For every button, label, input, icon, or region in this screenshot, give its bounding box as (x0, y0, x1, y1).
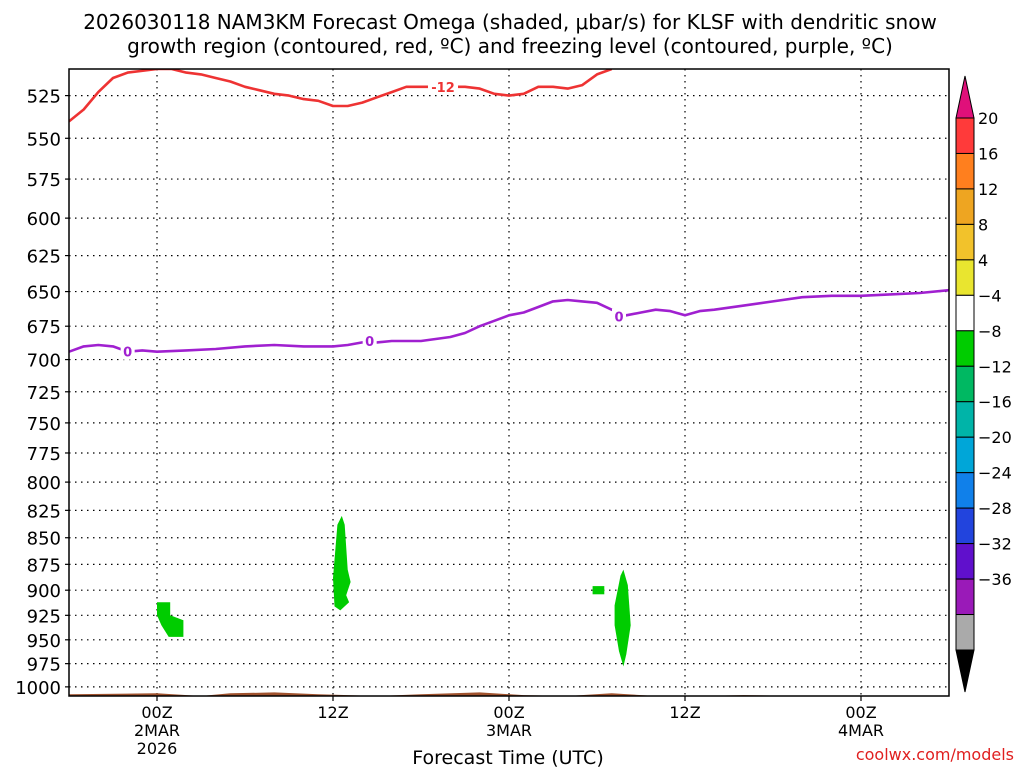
colorbar-bin-7 (955, 330, 975, 367)
y-tick-label-650: 650 (27, 283, 61, 304)
colorbar-bin-2 (955, 152, 975, 190)
colorbar-label: −28 (978, 499, 1012, 518)
colorbar-label: 4 (978, 251, 988, 270)
x-tick-label: 12Z (669, 703, 700, 722)
y-tick-label-850: 850 (27, 529, 61, 550)
colorbar-label: 8 (978, 215, 988, 234)
colorbar-label: −12 (978, 357, 1012, 376)
contour-label: -12 (431, 81, 455, 96)
dgz-contour-minus12 (69, 69, 613, 123)
y-axis: 525 550 575 600 625 650 675 700 725 750 775 800 825 8… (15, 87, 69, 699)
colorbar-bottom-arrow (955, 649, 975, 693)
colorbar-bin-13 (955, 543, 975, 580)
omega-layer (157, 515, 631, 667)
omega-region-4 (614, 569, 631, 667)
colorbar-label: −20 (978, 428, 1012, 447)
x-tick-label: 2026 (137, 739, 178, 758)
y-tick-label-575: 575 (27, 170, 61, 191)
y-tick-label-975: 975 (27, 655, 61, 676)
y-tick-label-550: 550 (27, 129, 61, 150)
y-tick-label-775: 775 (27, 444, 61, 465)
y-tick-label-750: 750 (27, 414, 61, 435)
terrain-surface (69, 692, 949, 696)
colorbar-bin-8 (955, 365, 975, 403)
colorbar-bin-11 (955, 472, 975, 509)
x-tick-label: 3MAR (486, 721, 532, 740)
omega-region-3 (592, 586, 605, 595)
colorbar-label: 12 (978, 180, 998, 199)
colorbar-bin-6 (955, 294, 975, 332)
y-tick-label-925: 925 (27, 606, 61, 627)
colorbar-bin-12 (955, 507, 975, 545)
y-tick-label-675: 675 (27, 317, 61, 338)
contour-label: 0 (365, 335, 374, 350)
contour-layer: -12 0 0 0 (69, 69, 949, 361)
contour-label: 0 (123, 346, 132, 361)
colorbar-label: −4 (978, 286, 1002, 305)
colorbar-bin-10 (955, 436, 975, 474)
x-tick-label: 4MAR (838, 721, 884, 740)
chart-title-line2: growth region (contoured, red, ºC) and f… (127, 34, 893, 58)
colorbar-label: −32 (978, 535, 1012, 554)
y-tick-label-700: 700 (27, 351, 61, 372)
x-tick-label: 00Z (141, 703, 172, 722)
x-tick-label: 00Z (845, 703, 876, 722)
y-tick-label-800: 800 (27, 473, 61, 494)
terrain-layer (69, 692, 949, 696)
chart-title-line1: 2026030118 NAM3KM Forecast Omega (shaded… (83, 10, 937, 34)
freezing-level-contour (69, 288, 949, 354)
colorbar-bin-3 (955, 188, 975, 225)
grid-lines (69, 69, 949, 696)
y-tick-label-600: 600 (27, 209, 61, 230)
colorbar-bin-15 (955, 614, 975, 651)
x-tick-label: 12Z (317, 703, 348, 722)
x-tick-label: 00Z (493, 703, 524, 722)
y-tick-label-625: 625 (27, 247, 61, 268)
colorbar-bin-9 (955, 401, 975, 438)
colorbar-bin-4 (955, 223, 975, 261)
colorbar-bin-5 (955, 259, 975, 296)
colorbar-label: −8 (978, 322, 1002, 341)
x-axis-label: Forecast Time (UTC) (412, 747, 603, 768)
colorbar-label: 20 (978, 109, 998, 128)
y-tick-label-525: 525 (27, 87, 61, 108)
y-tick-label-1000: 1000 (15, 678, 61, 699)
omega-region-2 (333, 515, 351, 611)
y-tick-label-725: 725 (27, 383, 61, 404)
y-tick-label-825: 825 (27, 501, 61, 522)
colorbar-bin-14 (955, 578, 975, 616)
colorbar-label: −36 (978, 570, 1012, 589)
y-tick-label-900: 900 (27, 581, 61, 602)
y-tick-label-950: 950 (27, 631, 61, 652)
colorbar-label: −16 (978, 393, 1012, 412)
colorbar: 20 16 12 8 4 −4 −8 −12 −16 −20 −24 −28 −32 −36 (955, 75, 1012, 693)
colorbar-label: 16 (978, 144, 998, 163)
x-tick-label: 2MAR (134, 721, 180, 740)
y-tick-label-875: 875 (27, 555, 61, 576)
contour-label: 0 (614, 311, 623, 326)
colorbar-label: −24 (978, 464, 1012, 483)
watermark: coolwx.com/models (856, 745, 1014, 764)
colorbar-bin-1 (955, 117, 975, 154)
omega-region-1 (157, 602, 184, 637)
